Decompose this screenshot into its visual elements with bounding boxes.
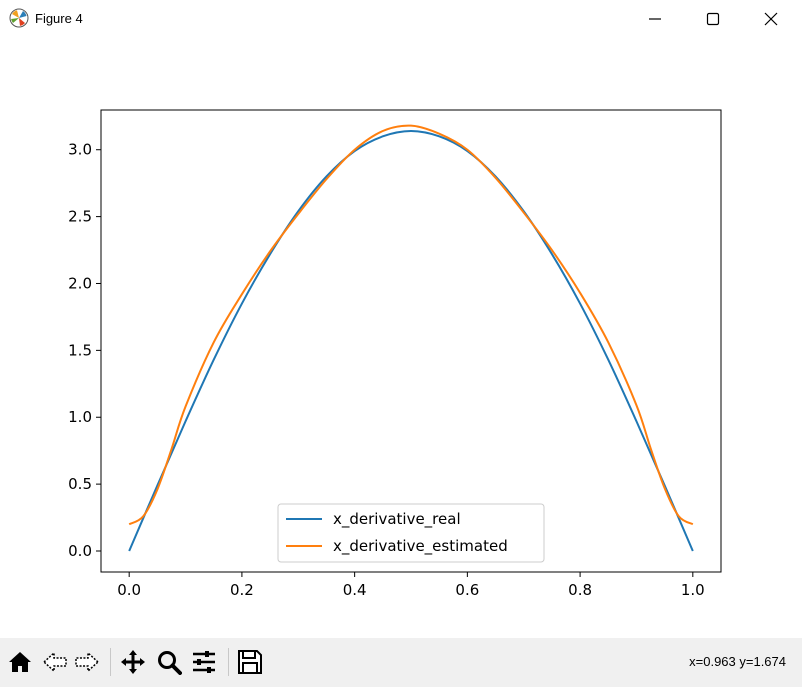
legend-box [277,503,545,563]
minimize-button[interactable] [626,0,684,38]
y-tick-label: 0.5 [68,475,92,493]
save-icon [238,650,262,674]
series-line-0 [128,130,694,552]
x-tick-label: 0.4 [343,581,367,599]
x-tick-label: 1.0 [681,581,705,599]
forward-arrow-icon [75,651,100,673]
close-icon [764,12,778,26]
y-tick-label: 3.0 [68,141,92,159]
home-icon [9,652,31,672]
pan-button[interactable] [118,647,148,677]
zoom-icon [158,651,182,675]
close-button[interactable] [742,0,800,38]
axes-frame [100,109,722,573]
pan-icon [121,650,145,674]
legend: x_derivative_real x_derivative_estimated [277,503,545,563]
y-tick-label: 2.5 [68,208,92,226]
maximize-icon [706,12,720,26]
window-title: Figure 4 [35,11,83,26]
y-tick-label: 2.0 [68,274,92,292]
legend-label-estimated: x_derivative_estimated [333,537,508,556]
x-tick-label: 0.6 [455,581,479,599]
toolbar-separator [110,648,111,676]
legend-label-real: x_derivative_real [333,510,461,529]
matplotlib-logo-icon [9,8,29,28]
y-tick-label: 0.0 [68,542,92,560]
series-line-1 [128,124,694,526]
zoom-button[interactable] [154,647,184,677]
toolbar-separator [228,648,229,676]
save-button[interactable] [235,647,265,677]
x-tick-label: 0.0 [117,581,141,599]
home-button[interactable] [5,647,35,677]
x-tick-label: 0.2 [230,581,254,599]
maximize-button[interactable] [684,0,742,38]
y-tick-label: 1.0 [68,408,92,426]
configure-subplots-icon [193,651,215,673]
forward-button[interactable] [72,647,102,677]
configure-subplots-button[interactable] [189,647,219,677]
x-tick-label: 0.8 [568,581,592,599]
figure-canvas[interactable]: 0.0 0.2 0.4 0.6 0.8 1.0 0.0 0.5 1.0 1.5 2.0 2.5 3.0… [0,38,802,638]
back-arrow-icon [42,651,67,673]
back-button[interactable] [40,647,70,677]
cursor-coordinates: x=0.963 y=1.674 [689,654,786,669]
navigation-toolbar: x=0.963 y=1.674 [0,638,802,687]
minimize-icon [649,18,661,20]
y-tick-label: 1.5 [68,341,92,359]
plot-area [101,110,721,572]
title-bar: Figure 4 [0,0,802,39]
line-chart: 0.0 0.2 0.4 0.6 0.8 1.0 0.0 0.5 1.0 1.5 2.0 2.5 3.0… [68,109,722,599]
